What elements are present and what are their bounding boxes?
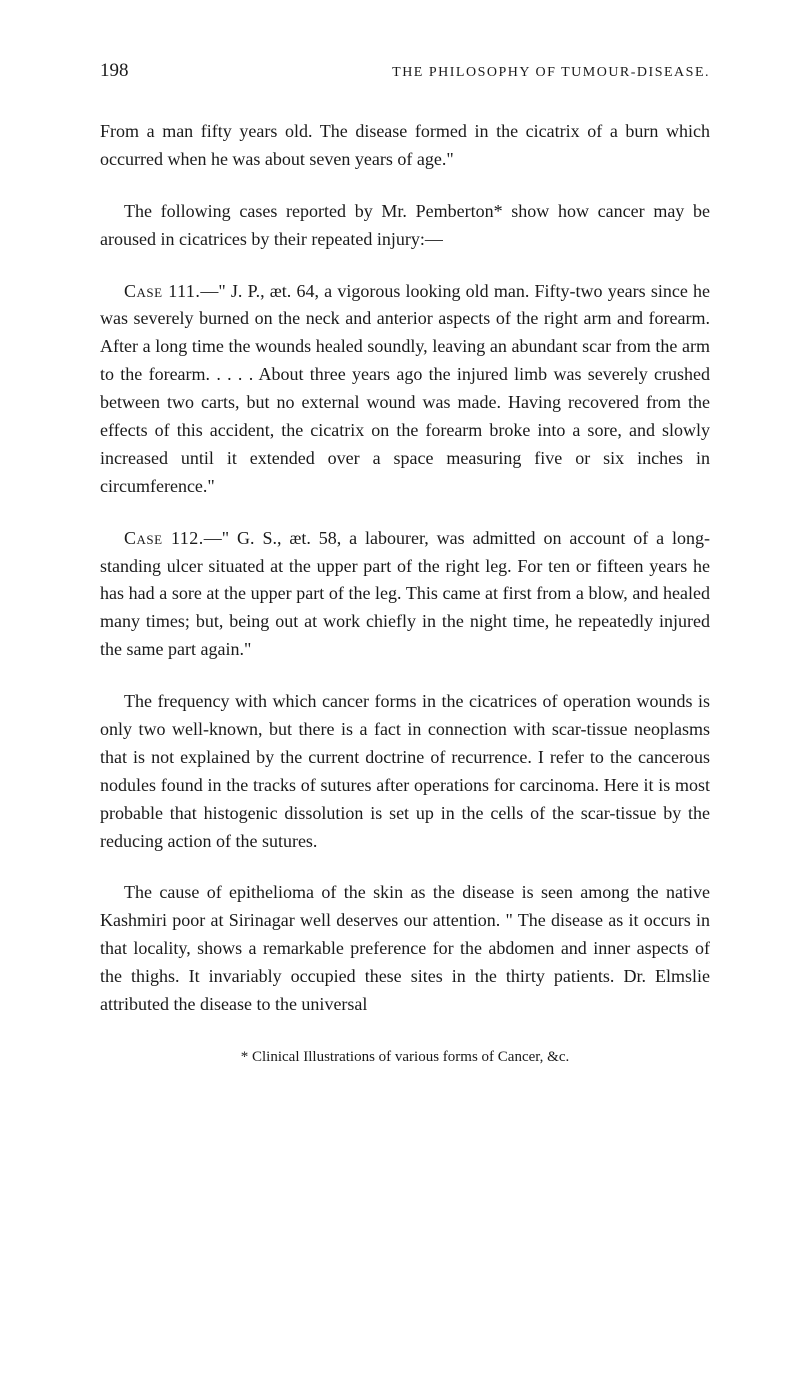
case-112: Case 112.—" G. S., æt. 58, a labourer, w… — [100, 525, 710, 664]
paragraph-5: The frequency with which cancer forms in… — [100, 688, 710, 855]
case-111-label: Case 111. — [124, 281, 200, 301]
footnote: * Clinical Illustrations of various form… — [100, 1049, 710, 1066]
case-112-label: Case 112. — [124, 528, 204, 548]
page-number: 198 — [100, 60, 129, 82]
paragraph-6: The cause of epithelioma of the skin as … — [100, 879, 710, 1018]
case-111: Case 111.—" J. P., æt. 64, a vigorous lo… — [100, 278, 710, 501]
document-page: 198 THE PHILOSOPHY OF TUMOUR-DISEASE. Fr… — [0, 0, 800, 1400]
running-head: THE PHILOSOPHY OF TUMOUR-DISEASE. — [392, 65, 710, 81]
case-111-body: —" J. P., æt. 64, a vigorous looking old… — [100, 281, 710, 496]
paragraph-2: The following cases reported by Mr. Pemb… — [100, 198, 710, 254]
page-header: 198 THE PHILOSOPHY OF TUMOUR-DISEASE. — [100, 60, 710, 82]
paragraph-1: From a man fifty years old. The disease … — [100, 118, 710, 174]
